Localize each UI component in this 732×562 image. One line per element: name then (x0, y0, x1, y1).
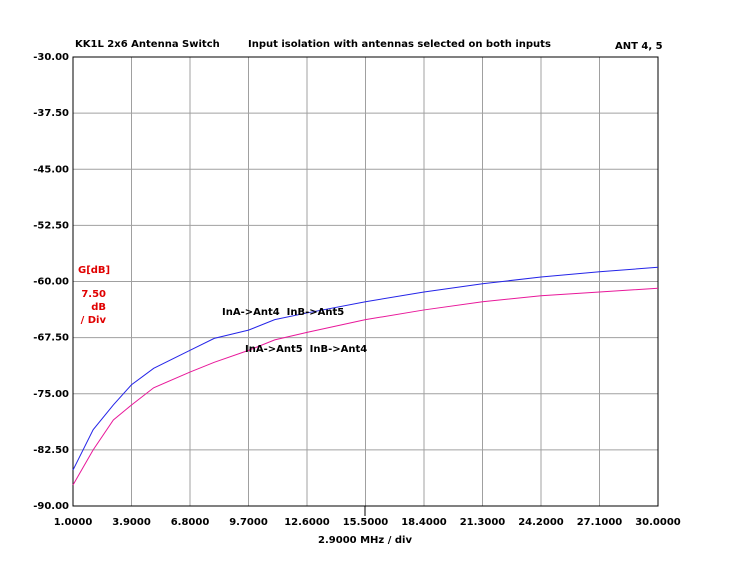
series-line (72, 266, 659, 471)
scale-unit: dB (91, 302, 106, 313)
x-tick-label: 30.0000 (635, 517, 681, 528)
y-tick-label: -75.00 (33, 389, 69, 400)
x-tick-label: 18.4000 (401, 517, 447, 528)
chart-title: KK1L 2x6 Antenna Switch (75, 39, 220, 50)
x-tick-label: 12.6000 (284, 517, 330, 528)
x-tick-label: 24.2000 (518, 517, 564, 528)
x-tick-label: 6.8000 (171, 517, 210, 528)
series-line (72, 287, 659, 486)
x-axis-label: 2.9000 MHz / div (318, 535, 412, 546)
chart-subtitle: Input isolation with antennas selected o… (248, 39, 551, 50)
scale-label: G[dB] (78, 265, 110, 276)
plot-frame (72, 56, 659, 507)
y-tick-label: -52.50 (33, 220, 69, 231)
y-tick-label: -30.00 (33, 52, 69, 63)
y-tick-label: -60.00 (33, 277, 69, 288)
series-label: InA->Ant4 InB->Ant5 (222, 307, 344, 318)
x-tick-label: 27.1000 (577, 517, 623, 528)
x-tick-label: 1.0000 (54, 517, 93, 528)
x-tick-label: 9.7000 (229, 517, 268, 528)
series-label: InA->Ant5 InB->Ant4 (245, 344, 367, 355)
marker-label: ANT 4, 5 (615, 41, 663, 52)
y-tick-label: -67.50 (33, 333, 69, 344)
y-tick-label: -45.00 (33, 164, 69, 175)
y-tick-label: -82.50 (33, 445, 69, 456)
y-tick-label: -37.50 (33, 108, 69, 119)
scale-value: 7.50 (81, 289, 106, 300)
scale-div: / Div (81, 315, 107, 326)
y-tick-label: -90.00 (33, 501, 69, 512)
x-tick-label: 21.3000 (460, 517, 506, 528)
x-tick-label: 3.9000 (112, 517, 151, 528)
x-tick-label: 15.5000 (343, 517, 389, 528)
